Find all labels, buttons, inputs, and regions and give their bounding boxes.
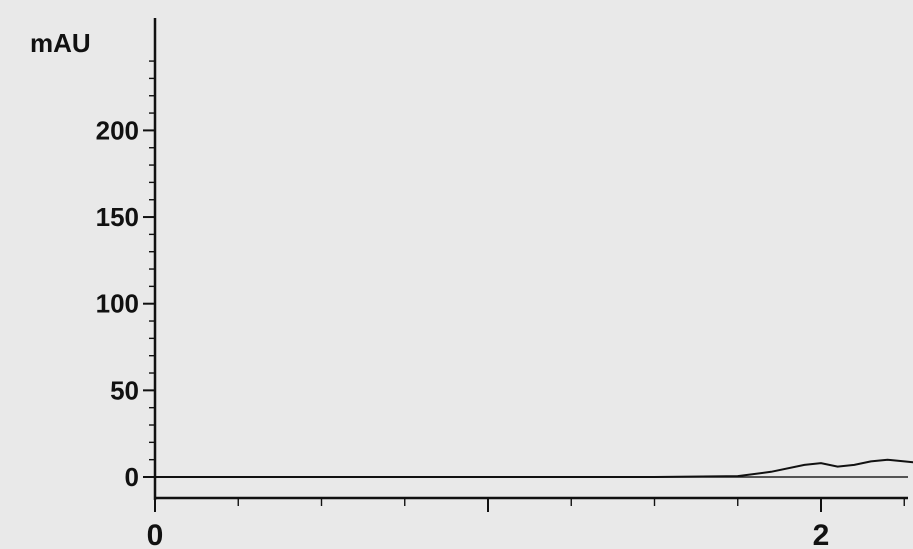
labels: 050100150200024mAU2.525 (30, 28, 830, 549)
y-tick-label: 0 (125, 462, 139, 492)
x-tick-label: 2 (813, 519, 830, 549)
axes (143, 18, 908, 512)
y-tick-label: 150 (96, 202, 139, 232)
y-tick-label: 100 (96, 289, 139, 319)
series (155, 458, 913, 478)
series-line-0 (155, 458, 913, 478)
y-tick-label: 200 (96, 115, 139, 145)
y-axis-label: mAU (30, 28, 91, 58)
y-tick-label: 50 (110, 375, 139, 405)
x-tick-label: 0 (147, 519, 164, 549)
